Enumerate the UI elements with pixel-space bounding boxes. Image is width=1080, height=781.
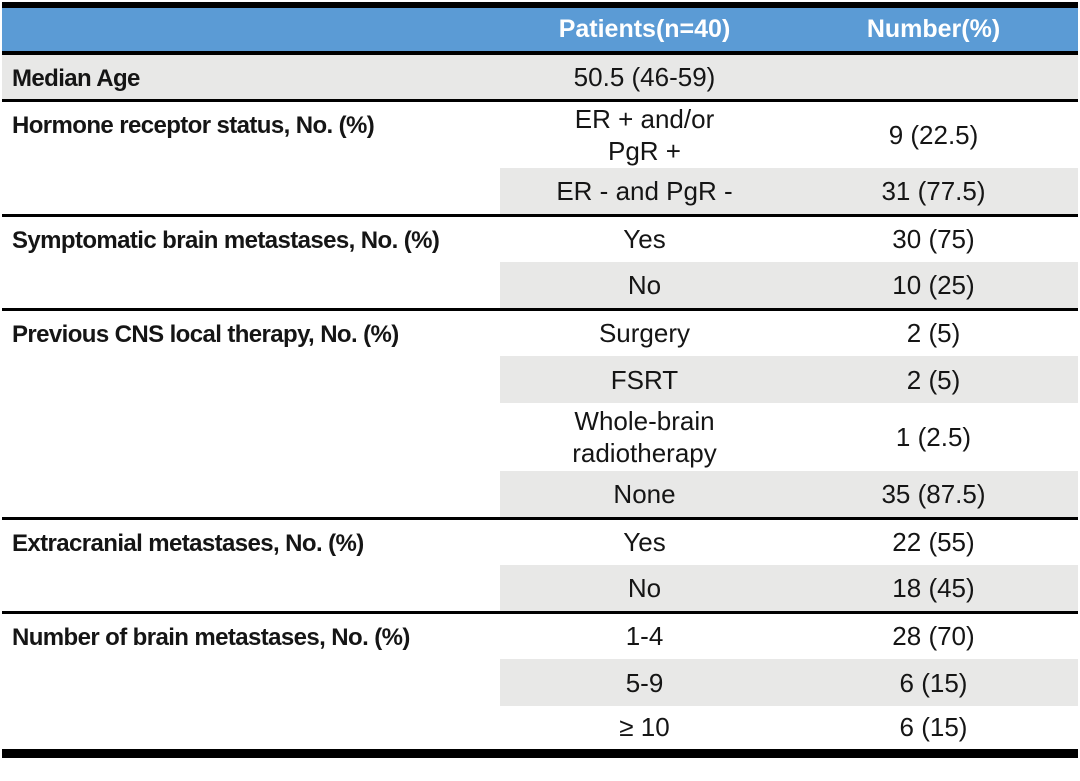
page: Patients(n=40) Number(%) Median Age 50.5…: [2, 2, 1078, 758]
number-cell: 22 (55): [892, 527, 975, 558]
table-row: FSRT 2 (5): [2, 356, 1078, 403]
value-cell: FSRT: [500, 356, 789, 403]
number-cell: 35 (87.5): [789, 471, 1078, 518]
table-row: No 10 (25): [2, 262, 1078, 309]
section-symptomatic-brain-metastases: Symptomatic brain metastases, No. (%) Ye…: [2, 215, 1078, 309]
value-cell: No: [500, 565, 789, 612]
number-cell: 9 (22.5): [888, 119, 979, 150]
table-row: ≥ 10 6 (15): [2, 706, 1078, 753]
row-label-number-of-brain-metastases: Number of brain metastases, No. (%): [2, 612, 500, 753]
table-row: Extracranial metastases, No. (%) Yes 22 …: [2, 518, 1078, 612]
row-label-symptomatic-brain-metastases: Symptomatic brain metastases, No. (%): [2, 215, 500, 309]
section-hormone-receptor-status: Hormone receptor status, No. (%) ER + an…: [2, 100, 1078, 215]
value-cell: None: [500, 471, 789, 518]
value-cell: Surgery: [598, 318, 691, 349]
value-cell: 1-4: [625, 621, 664, 652]
table-row: None 35 (87.5): [2, 471, 1078, 518]
table-row: Median Age 50.5 (46-59): [2, 53, 1078, 100]
section-previous-cns-local-therapy: Previous CNS local therapy, No. (%) Surg…: [2, 309, 1078, 518]
table-row: Hormone receptor status, No. (%) ER + an…: [2, 100, 1078, 215]
value-cell: Yes: [623, 224, 666, 255]
number-cell: 2 (5): [906, 318, 961, 349]
section-number-of-brain-metastases: Number of brain metastases, No. (%) 1-4 …: [2, 612, 1078, 753]
number-cell: 28 (70): [892, 621, 975, 652]
header-empty-cell: [2, 5, 500, 53]
table-row: ER - and PgR - 31 (77.5): [2, 168, 1078, 215]
number-cell: 18 (45): [789, 565, 1078, 612]
number-cell: 2 (5): [789, 356, 1078, 403]
table-row: Previous CNS local therapy, No. (%) Surg…: [2, 309, 1078, 518]
header-number-percent: Number(%): [789, 5, 1078, 53]
table-header-row: Patients(n=40) Number(%): [2, 5, 1078, 53]
row-label-hormone-receptor-status: Hormone receptor status, No. (%): [2, 100, 500, 215]
row-label-extracranial-metastases: Extracranial metastases, No. (%): [2, 518, 500, 612]
table-row: Symptomatic brain metastases, No. (%) Ye…: [2, 215, 1078, 309]
table-header: Patients(n=40) Number(%): [2, 5, 1078, 53]
value-cell: Yes: [623, 527, 666, 558]
table-row: No 18 (45): [2, 565, 1078, 612]
section-median-age: Median Age 50.5 (46-59): [2, 53, 1078, 100]
table-row: Number of brain metastases, No. (%) 1-4 …: [2, 612, 1078, 753]
number-cell: [789, 53, 1078, 100]
table-row: 5-9 6 (15): [2, 659, 1078, 706]
value-cell: ≥ 10: [619, 712, 670, 743]
header-patients: Patients(n=40): [500, 5, 789, 53]
section-extracranial-metastases: Extracranial metastases, No. (%) Yes 22 …: [2, 518, 1078, 612]
number-cell: 6 (15): [789, 659, 1078, 706]
number-cell: 1 (2.5): [895, 422, 972, 452]
value-cell: 5-9: [500, 659, 789, 706]
table-row: Whole-brain radiotherapy 1 (2.5): [2, 403, 1078, 471]
row-label-median-age: Median Age: [2, 53, 500, 100]
number-cell: 30 (75): [892, 224, 975, 255]
value-cell: Whole-brain radiotherapy: [572, 406, 717, 468]
value-cell: No: [500, 262, 789, 309]
number-cell: 31 (77.5): [789, 168, 1078, 215]
value-cell: 50.5 (46-59): [500, 53, 789, 100]
value-cell: ER + and/or PgR +: [574, 103, 715, 166]
number-cell: 10 (25): [789, 262, 1078, 309]
row-label-previous-cns-local-therapy: Previous CNS local therapy, No. (%): [2, 309, 500, 518]
number-cell: 6 (15): [899, 712, 968, 743]
value-cell: ER - and PgR -: [500, 168, 789, 215]
patient-characteristics-table: Patients(n=40) Number(%) Median Age 50.5…: [2, 2, 1078, 758]
